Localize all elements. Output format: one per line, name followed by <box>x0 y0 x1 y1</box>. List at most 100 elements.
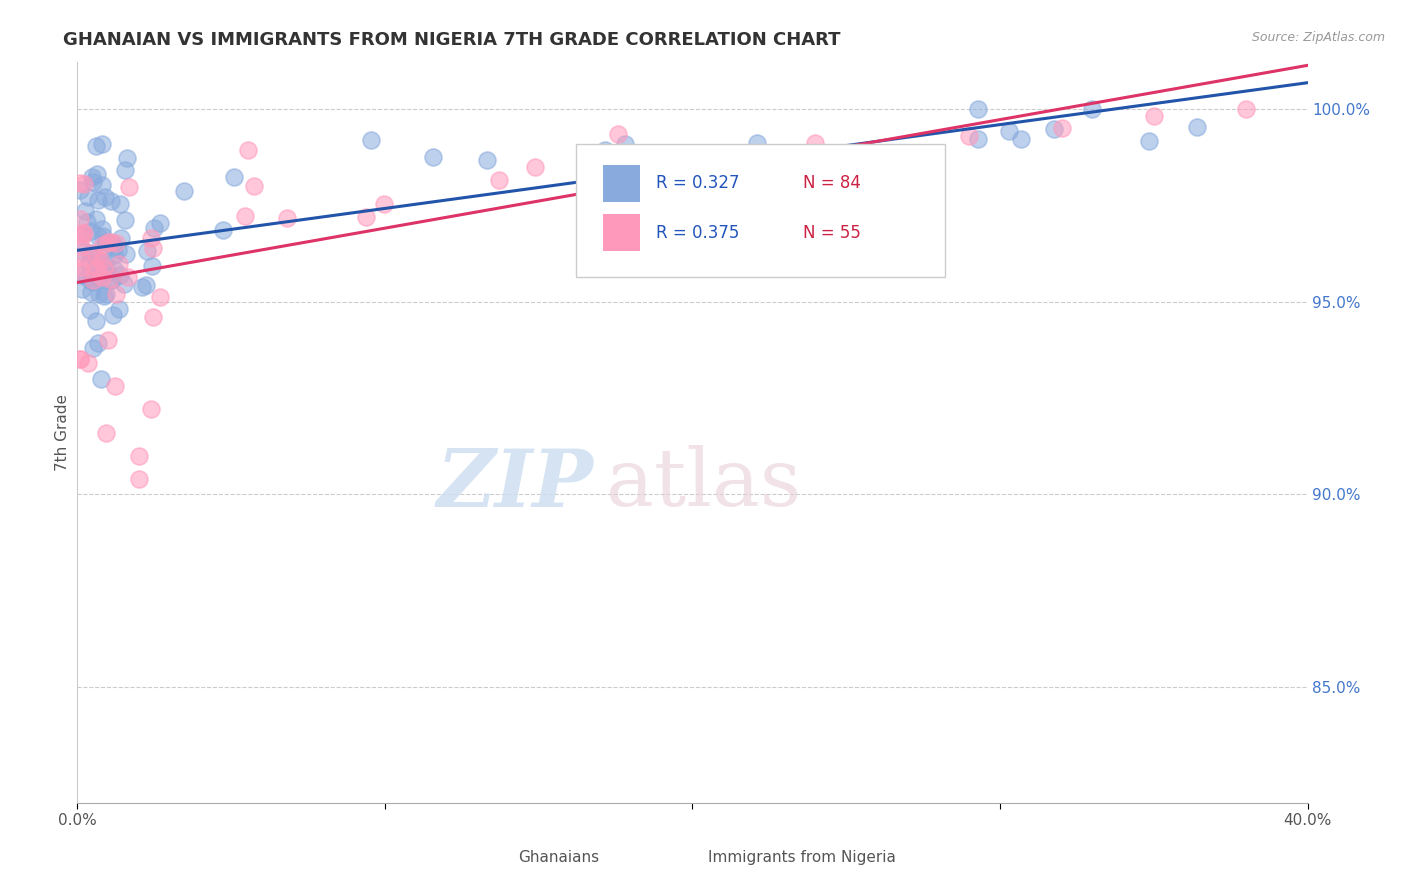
Text: GHANAIAN VS IMMIGRANTS FROM NIGERIA 7TH GRADE CORRELATION CHART: GHANAIAN VS IMMIGRANTS FROM NIGERIA 7TH … <box>63 31 841 49</box>
Bar <box>673 846 702 870</box>
Point <box>69 183 91 197</box>
Point <box>128 449 150 463</box>
Point <box>107 301 129 316</box>
Point <box>76 356 98 370</box>
Point <box>80 245 103 260</box>
Text: Source: ZipAtlas.com: Source: ZipAtlas.com <box>1251 31 1385 45</box>
Point <box>86 260 108 275</box>
Point <box>143 221 166 235</box>
Point <box>1143 110 1166 124</box>
Point <box>79 245 101 260</box>
Point <box>967 132 990 146</box>
Point <box>84 139 107 153</box>
Point <box>141 231 163 245</box>
Y-axis label: 7th Grade: 7th Grade <box>55 394 70 471</box>
Point <box>90 371 112 385</box>
Point <box>101 236 124 251</box>
Point <box>94 286 117 301</box>
Point <box>69 211 91 226</box>
Point <box>69 352 91 367</box>
Point <box>82 341 104 355</box>
Point <box>91 222 114 236</box>
Point <box>222 170 245 185</box>
Point <box>82 247 104 261</box>
Point <box>422 150 444 164</box>
Text: atlas: atlas <box>606 445 801 524</box>
Point <box>84 314 107 328</box>
Point <box>80 224 103 238</box>
Point <box>96 235 118 249</box>
Point <box>128 472 150 486</box>
Point <box>94 425 117 440</box>
Point <box>276 211 298 226</box>
Text: Ghanaians: Ghanaians <box>517 850 599 865</box>
Point <box>86 168 108 182</box>
Point <box>101 273 124 287</box>
Point <box>93 260 115 275</box>
Point <box>73 245 96 260</box>
Point <box>488 173 510 187</box>
Point <box>91 238 114 252</box>
Point <box>475 153 498 168</box>
Point <box>79 302 101 317</box>
Point <box>91 228 114 243</box>
Bar <box>603 214 640 252</box>
Point <box>118 179 141 194</box>
Point <box>82 273 104 287</box>
Point <box>997 123 1019 137</box>
Point <box>142 241 165 255</box>
Point <box>73 177 96 191</box>
Point <box>173 184 195 198</box>
Point <box>87 254 110 268</box>
Point <box>83 276 105 290</box>
Point <box>212 223 235 237</box>
Point <box>80 274 103 288</box>
Point <box>134 277 156 292</box>
Point <box>93 289 115 303</box>
Point <box>69 176 91 190</box>
Point <box>76 215 98 229</box>
Point <box>97 235 120 250</box>
Point <box>93 243 115 257</box>
Point <box>70 268 93 282</box>
Point <box>87 286 110 301</box>
Point <box>94 190 117 204</box>
Point <box>373 196 395 211</box>
Point <box>607 128 630 142</box>
Point <box>87 335 110 350</box>
Point <box>86 229 108 244</box>
Point <box>91 269 114 284</box>
Text: N = 55: N = 55 <box>803 224 860 242</box>
Point <box>69 263 91 277</box>
Point <box>114 213 136 227</box>
Point <box>100 194 122 208</box>
Point <box>90 137 112 152</box>
Point <box>77 190 100 204</box>
Point <box>87 193 110 207</box>
Text: Immigrants from Nigeria: Immigrants from Nigeria <box>709 850 896 865</box>
Point <box>87 270 110 285</box>
Point <box>69 250 91 264</box>
Point <box>243 179 266 194</box>
Point <box>957 128 980 143</box>
Point <box>112 277 135 291</box>
Point <box>82 175 104 189</box>
Point <box>105 286 128 301</box>
Point <box>84 212 107 227</box>
Point <box>595 143 617 157</box>
Point <box>97 333 120 347</box>
Point <box>1050 120 1073 135</box>
Point <box>114 163 136 178</box>
Point <box>360 133 382 147</box>
Point <box>94 256 117 270</box>
Point <box>614 137 637 152</box>
Point <box>141 402 163 417</box>
Point <box>103 240 125 254</box>
Point <box>1137 134 1160 148</box>
Point <box>131 280 153 294</box>
Point <box>73 227 96 241</box>
Point <box>103 379 125 393</box>
Point <box>1234 102 1257 116</box>
Point <box>70 230 93 244</box>
Point <box>107 243 129 257</box>
